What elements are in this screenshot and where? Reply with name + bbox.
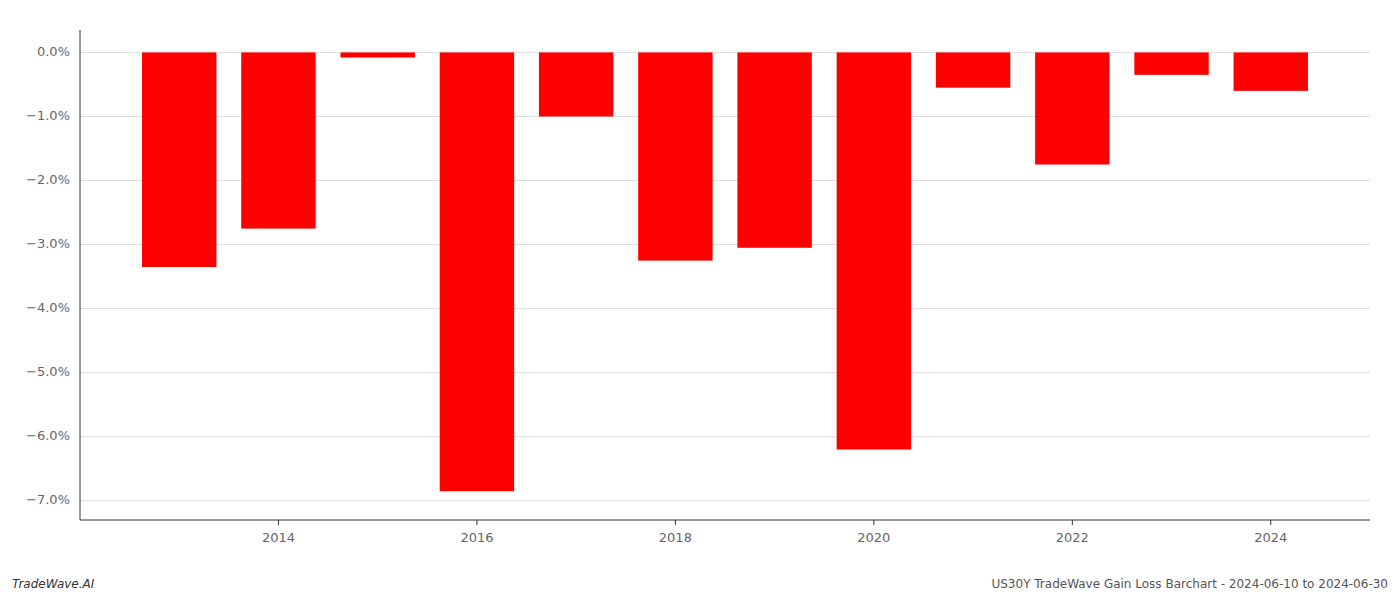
bar	[340, 52, 414, 57]
x-tick-label: 2024	[1254, 530, 1287, 545]
y-tick-label: −6.0%	[26, 428, 70, 443]
y-tick-label: −3.0%	[26, 236, 70, 251]
y-tick-label: 0.0%	[37, 44, 70, 59]
y-tick-label: −7.0%	[26, 492, 70, 507]
chart-svg: 0.0% −1.0% −2.0% −3.0% −4.0% −5.0% −6.0% −7.0% 2…	[0, 0, 1400, 600]
y-tick-label: −2.0%	[26, 172, 70, 187]
bar	[241, 52, 315, 228]
y-tick-label: −5.0%	[26, 364, 70, 379]
grid-line	[80, 308, 1370, 309]
x-tick-label: 2022	[1056, 530, 1089, 545]
bar	[1234, 52, 1308, 90]
x-tick	[476, 520, 477, 525]
bar	[737, 52, 811, 247]
x-tick-label: 2018	[659, 530, 692, 545]
y-grid	[80, 52, 1370, 500]
grid-line	[80, 500, 1370, 501]
bars	[142, 52, 1308, 491]
grid-line	[80, 372, 1370, 373]
x-tick	[675, 520, 676, 525]
x-tick-label: 2014	[262, 530, 295, 545]
y-tick-label: −1.0%	[26, 108, 70, 123]
y-tick-label: −4.0%	[26, 300, 70, 315]
bar	[936, 52, 1010, 87]
x-tick	[278, 520, 279, 525]
bar	[837, 52, 911, 449]
footer-right: US30Y TradeWave Gain Loss Barchart - 202…	[991, 577, 1388, 591]
y-axis-line	[80, 30, 81, 520]
chart-container: 0.0% −1.0% −2.0% −3.0% −4.0% −5.0% −6.0% −7.0% 2…	[0, 0, 1400, 600]
x-tick	[873, 520, 874, 525]
x-axis-line	[80, 520, 1370, 521]
bar	[440, 52, 514, 491]
x-tick-label: 2020	[857, 530, 890, 545]
grid-line	[80, 436, 1370, 437]
bar	[1035, 52, 1109, 164]
grid-line	[80, 244, 1370, 245]
bar	[1134, 52, 1208, 74]
bar	[142, 52, 216, 267]
footer-left: TradeWave.AI	[12, 577, 95, 591]
x-tick-label: 2016	[460, 530, 493, 545]
bar	[638, 52, 712, 260]
x-tick	[1072, 520, 1073, 525]
bar	[539, 52, 613, 116]
x-tick	[1270, 520, 1271, 525]
